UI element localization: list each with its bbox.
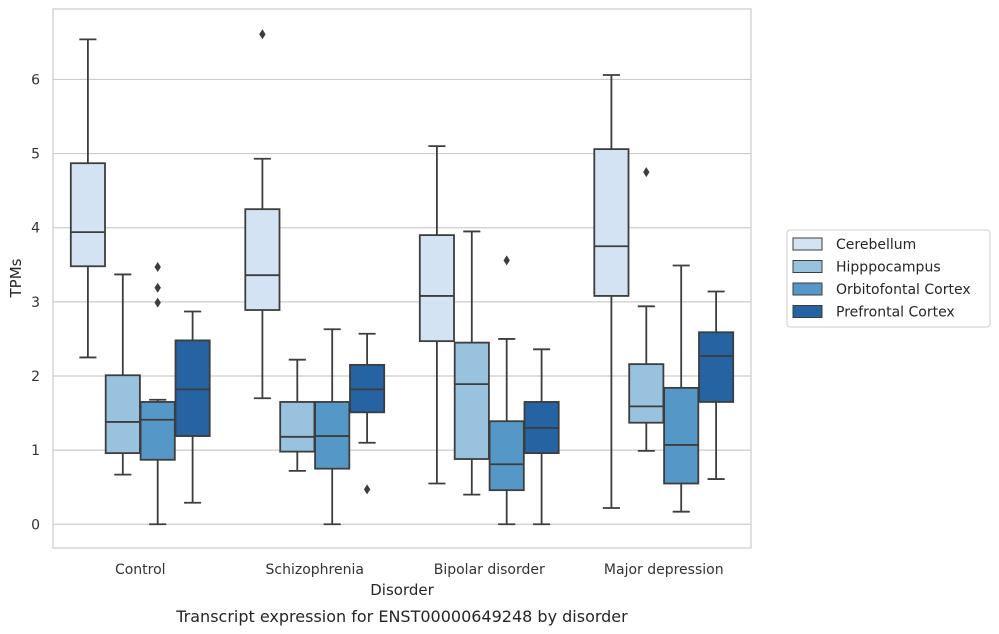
box-prefrontal-cortex — [698, 290, 735, 480]
outlier-point — [643, 167, 650, 178]
box-iqr — [698, 331, 735, 403]
x-tick-label: Major depression — [604, 562, 724, 578]
boxes-layer — [69, 29, 735, 526]
box-iqr — [139, 401, 176, 461]
legend-label: Cerebellum — [836, 237, 916, 253]
plot-frame — [52, 8, 752, 549]
y-tick-label: 2 — [31, 369, 40, 385]
box-cerebellum — [244, 29, 281, 400]
box-hipppocampus — [628, 167, 665, 452]
box-iqr — [488, 420, 525, 492]
chart-caption: Transcript expression for ENST0000064924… — [175, 607, 628, 626]
legend-label: Hipppocampus — [836, 260, 941, 276]
x-tick-label: Control — [115, 562, 166, 578]
box-iqr — [244, 208, 281, 311]
x-axis-label: Disorder — [370, 581, 434, 599]
legend-swatch — [792, 282, 823, 296]
box-iqr — [279, 401, 316, 453]
box-hipppocampus — [453, 230, 490, 496]
box-hipppocampus — [279, 358, 316, 472]
outlier-point — [259, 29, 266, 40]
box-iqr — [418, 234, 455, 343]
y-tick-label: 0 — [31, 517, 40, 533]
box-hipppocampus — [104, 273, 141, 476]
legend-frame — [786, 229, 991, 328]
legend-swatch — [792, 260, 823, 273]
outlier-point — [154, 297, 161, 308]
legend-label: Orbitofontal Cortex — [836, 282, 971, 298]
box-orbitofontal-cortex — [314, 328, 351, 526]
x-tick-labels: Control Schizophrenia Bipolar disorder Majo… — [115, 562, 724, 578]
box-cerebellum — [593, 74, 630, 509]
x-tick-label: Bipolar disorder — [434, 562, 545, 578]
y-tick-label: 6 — [31, 72, 40, 88]
outlier-point — [154, 262, 161, 273]
outlier-point — [503, 255, 510, 266]
outlier-point — [154, 282, 161, 293]
box-prefrontal-cortex — [349, 332, 386, 495]
box-iqr — [174, 339, 211, 437]
box-cerebellum — [69, 38, 106, 359]
y-tick-labels: 0 1 2 3 4 5 6 — [31, 72, 40, 533]
y-tick-label: 3 — [31, 295, 40, 311]
box-iqr — [453, 341, 490, 460]
box-cerebellum — [418, 145, 455, 485]
box-iqr — [593, 148, 630, 297]
box-orbitofontal-cortex — [139, 262, 176, 526]
box-iqr — [628, 363, 665, 424]
box-prefrontal-cortex — [174, 310, 211, 504]
box-iqr — [104, 374, 141, 455]
y-tick-label: 1 — [31, 443, 40, 459]
box-orbitofontal-cortex — [663, 264, 700, 513]
box-iqr — [69, 162, 106, 268]
box-orbitofontal-cortex — [488, 255, 525, 526]
legend: Cerebellum Hipppocampus Orbitofontal Corte… — [786, 229, 991, 328]
box-iqr — [663, 386, 700, 485]
y-tick-label: 4 — [31, 221, 40, 237]
y-axis-label: TPMs — [7, 258, 25, 298]
legend-swatch — [792, 305, 823, 318]
legend-label: Prefrontal Cortex — [836, 305, 955, 321]
y-tick-label: 5 — [31, 147, 40, 163]
x-tick-label: Schizophrenia — [266, 562, 364, 578]
outlier-point — [363, 484, 371, 495]
legend-swatch — [792, 237, 823, 251]
box-prefrontal-cortex — [523, 348, 560, 526]
